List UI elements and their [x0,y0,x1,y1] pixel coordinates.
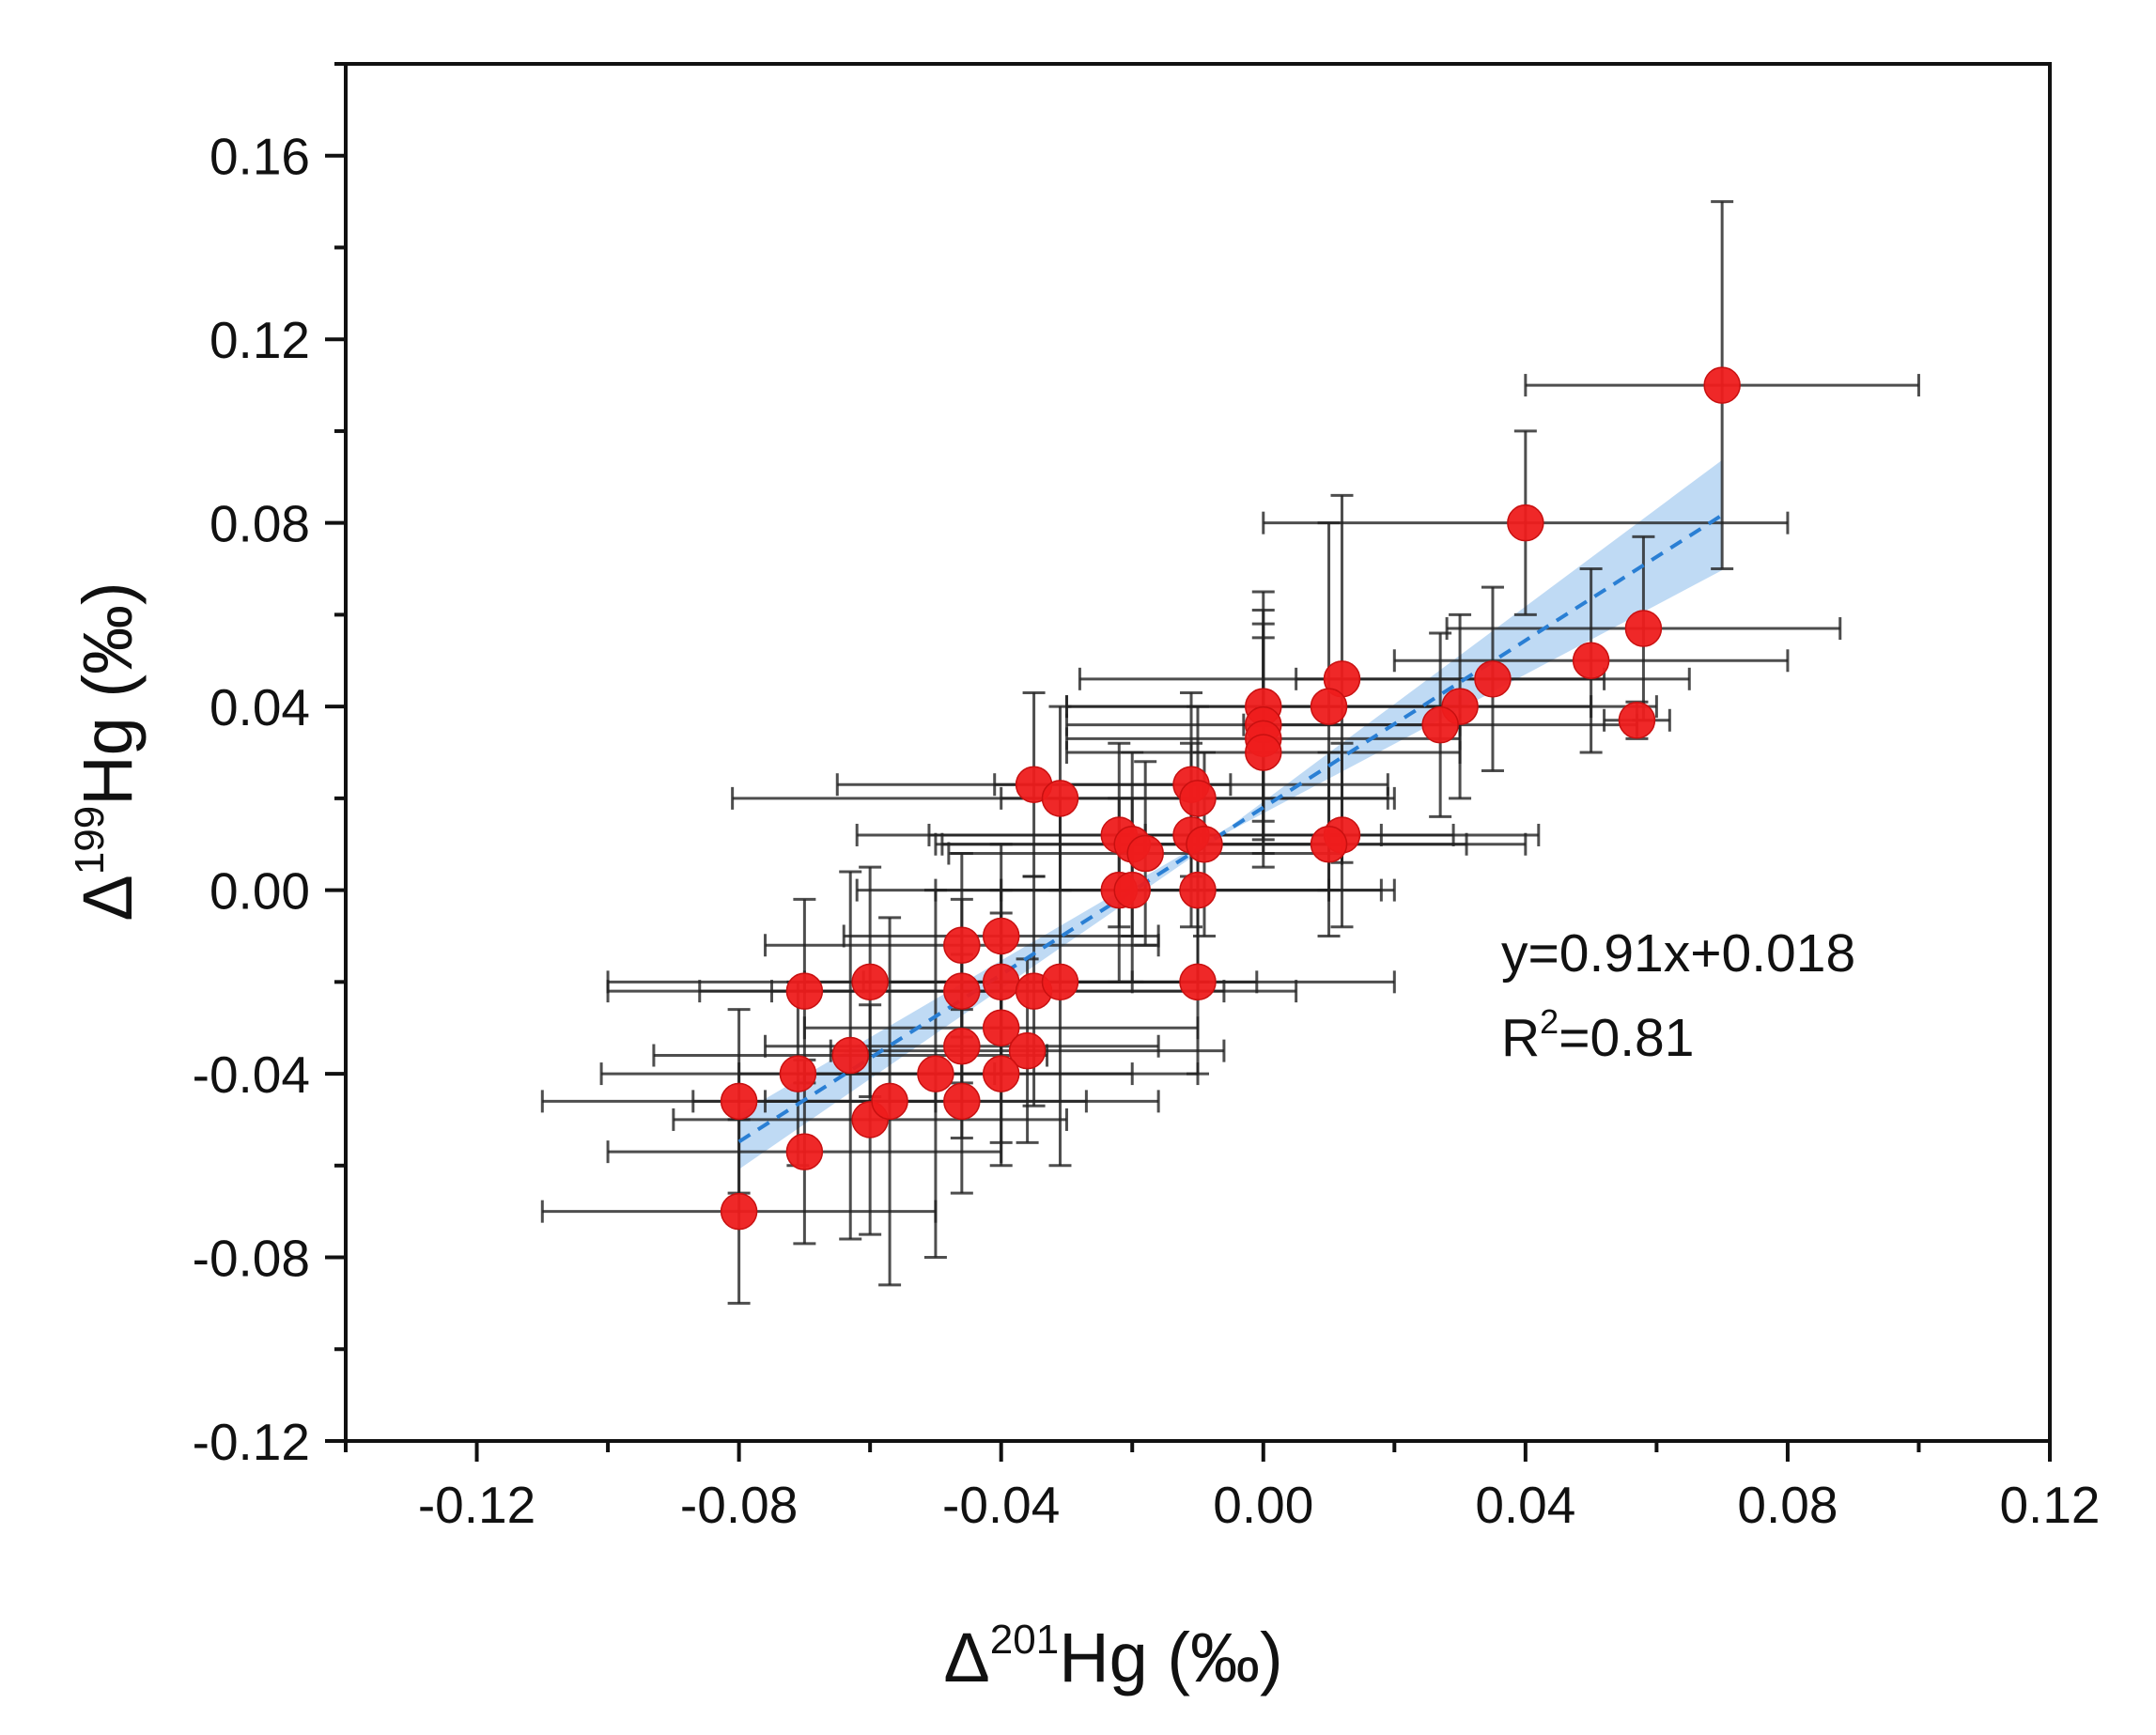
tick-layer: -0.12 -0.08 -0.04 0.00 0.04 0.08 0.12 -0.12 -0.0… [193,62,2101,1534]
y-axis-title-suffix: Hg (‰) [69,581,147,805]
y-axis-title: Δ199Hg (‰) [67,581,147,921]
data-point-19 [1186,825,1223,863]
data-point-36 [943,1027,981,1065]
data-point-40 [917,1055,954,1092]
fit-equation-label: y=0.91x+0.018 [1501,923,1855,984]
fit-line-layer [737,513,1724,1144]
x-tick-label-0: -0.12 [418,1476,535,1534]
y-tick-label-4: 0.04 [209,678,310,736]
data-point-46 [871,1082,908,1121]
x-tick-label-1: -0.08 [680,1476,798,1534]
data-point-0 [1703,366,1741,404]
data-point-39 [943,1082,981,1121]
x-axis-title-sup: 201 [990,1617,1059,1663]
data-point-38 [982,1055,1020,1092]
y-tick-label-2: -0.04 [193,1046,310,1104]
data-point-3 [1572,642,1610,680]
x-axis-title-suffix: Hg (‰) [1059,1619,1282,1696]
data-point-30 [982,917,1020,955]
data-point-28 [1041,780,1079,817]
y-tick-label-1: -0.08 [193,1230,310,1288]
r-squared-sup: 2 [1540,1002,1559,1041]
axes-layer [344,62,2052,1443]
points-layer [720,366,1741,1231]
y-axis-title-sup: 199 [67,806,113,875]
data-point-35 [982,1009,1020,1046]
data-point-1 [1507,503,1544,542]
y-tick-label-7: 0.16 [209,128,310,186]
data-point-48 [720,1082,758,1121]
data-point-49 [720,1192,758,1231]
y-tick-label-5: 0.08 [209,495,310,553]
data-point-2 [1624,610,1663,647]
x-axis-title-prefix: Δ [943,1619,989,1696]
data-point-20 [1179,871,1217,909]
data-point-42 [831,1036,869,1075]
x-tick-label-4: 0.04 [1475,1476,1575,1534]
data-point-43 [785,972,824,1010]
data-point-11 [1310,825,1348,863]
data-point-26 [1113,871,1151,909]
data-point-21 [1179,963,1217,1001]
data-point-44 [779,1055,817,1092]
x-tick-label-3: 0.00 [1213,1476,1313,1534]
data-point-17 [1179,780,1217,817]
data-point-4 [1474,660,1512,698]
y-axis-title-prefix: Δ [69,875,147,921]
r-squared-label: R2=0.81 [1501,1002,1694,1068]
data-point-15 [1245,734,1282,771]
fit-line [737,513,1724,1144]
data-point-34 [1041,963,1079,1001]
x-tick-label-5: 0.08 [1737,1476,1838,1534]
data-point-41 [851,963,889,1001]
data-point-24 [1126,834,1164,873]
data-point-32 [982,963,1020,1001]
r-squared-prefix: R [1501,1008,1540,1068]
y-tick-label-0: -0.12 [193,1413,310,1471]
data-point-6 [1421,705,1459,744]
data-point-47 [785,1133,824,1170]
x-tick-label-2: -0.04 [942,1476,1060,1534]
y-tick-label-6: 0.12 [209,311,310,369]
data-point-31 [943,972,981,1010]
plot-frame [344,62,2052,1443]
x-axis-title: Δ201Hg (‰) [943,1617,1282,1696]
data-point-37 [1008,1031,1047,1070]
y-tick-label-3: 0.00 [209,862,310,921]
r-squared-suffix: =0.81 [1559,1008,1694,1068]
data-point-7 [1618,702,1656,739]
x-tick-label-6: 0.12 [1999,1476,2100,1534]
data-point-29 [943,926,981,964]
data-point-9 [1310,688,1348,725]
